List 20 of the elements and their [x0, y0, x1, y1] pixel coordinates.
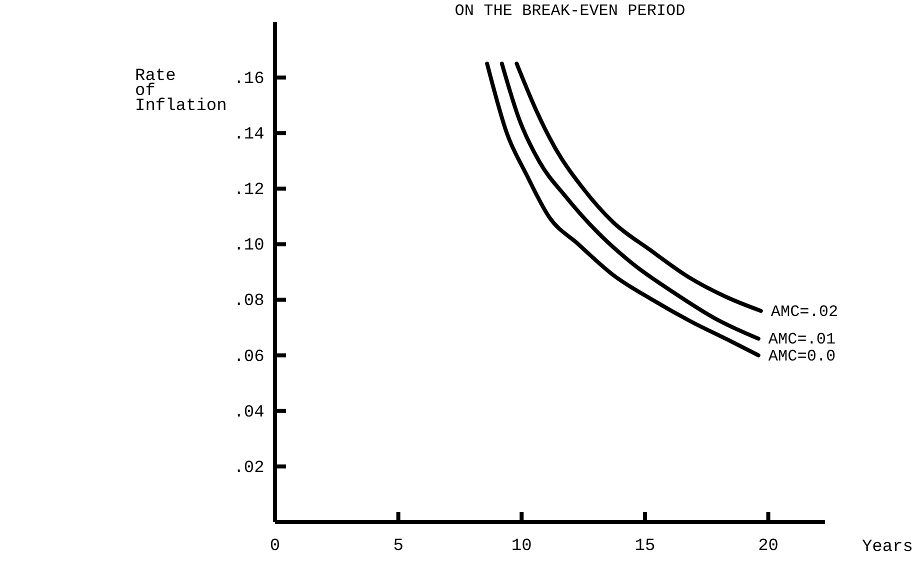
y-tick-label: .16 — [234, 70, 264, 89]
y-tick-label: .02 — [234, 458, 264, 478]
y-tick-label: .04 — [234, 403, 264, 422]
line-series — [514, 62, 763, 313]
x-axis-title: Years — [862, 538, 913, 557]
x-tick-label: 20 — [758, 537, 778, 556]
y-tick-label: .12 — [234, 181, 264, 200]
y-axis-title: Rate of Inflation — [135, 67, 227, 116]
x-tick-label: 5 — [393, 537, 404, 556]
y-tick-label: .06 — [234, 348, 264, 367]
x-tick-label: 10 — [511, 537, 532, 556]
x-tick-label: 15 — [634, 537, 656, 556]
series-label: AMC=.02 — [770, 302, 838, 321]
series-label: AMC=0.0 — [768, 348, 836, 366]
x-tick-label: 0 — [270, 537, 280, 556]
series-label: AMC=.01 — [768, 330, 836, 349]
y-tick-label: .10 — [234, 236, 264, 256]
chart-title: ON THE BREAK-EVEN PERIOD — [454, 2, 686, 20]
y-tick-label: .14 — [234, 126, 264, 145]
y-tick-label: .08 — [234, 292, 264, 312]
